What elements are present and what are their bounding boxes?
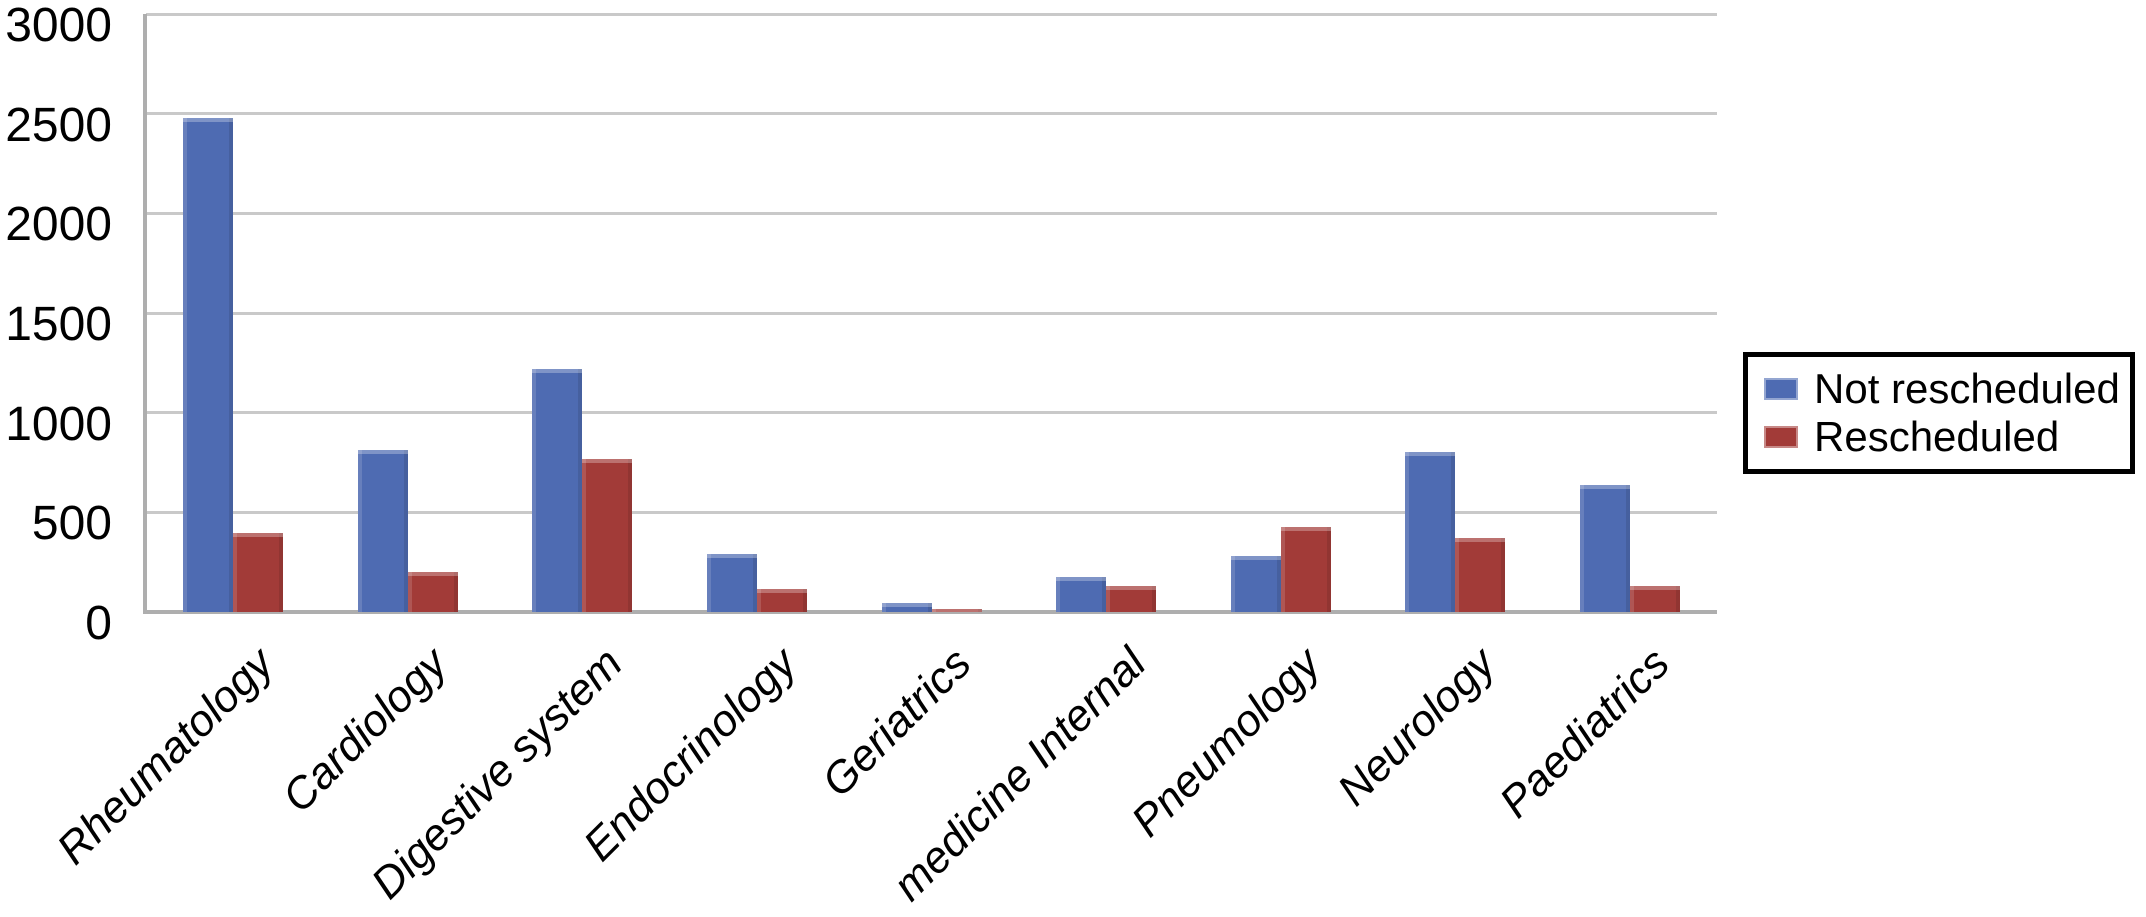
legend-row-rescheduled: Rescheduled <box>1764 413 2120 461</box>
bar-not-rescheduled-endocrinology <box>706 554 757 612</box>
y-tick-label-3000: 3000 <box>5 0 112 52</box>
x-category-label: Paediatrics <box>1490 638 1679 828</box>
gridline-2000 <box>146 211 1717 215</box>
gridline-2500 <box>146 112 1717 116</box>
bar-rescheduled-endocrinology <box>756 589 807 612</box>
gridline-1000 <box>146 411 1717 415</box>
x-category-label: Neurology <box>1327 638 1505 816</box>
bar-not-rescheduled-geriatrics <box>881 603 932 612</box>
gridline-1500 <box>146 311 1717 315</box>
bar-rescheduled-neurology <box>1455 538 1506 612</box>
bar-not-rescheduled-paediatrics <box>1579 485 1630 612</box>
bar-rescheduled-digestive-system <box>582 458 633 612</box>
bar-not-rescheduled-digestive-system <box>532 368 583 612</box>
bar-not-rescheduled-medicine-internal <box>1056 577 1107 612</box>
gridline-3000 <box>146 12 1717 16</box>
legend-label: Not rescheduled <box>1814 365 2120 412</box>
y-axis-line <box>143 14 147 614</box>
bar-rescheduled-geriatrics <box>931 609 982 612</box>
bar-not-rescheduled-cardiology <box>357 449 408 612</box>
y-tick-label-1000: 1000 <box>5 397 112 451</box>
legend-swatch-blue <box>1764 378 1798 400</box>
legend-swatch-red <box>1764 426 1798 448</box>
bar-not-rescheduled-pneumology <box>1230 556 1281 612</box>
bar-not-rescheduled-neurology <box>1405 451 1456 612</box>
y-tick-label-2000: 2000 <box>5 198 112 252</box>
gridline-0 <box>146 610 1717 614</box>
x-category-label: Rheumatology <box>47 638 283 874</box>
legend-row-not-rescheduled: Not rescheduled <box>1764 365 2120 413</box>
bar-rescheduled-pneumology <box>1280 527 1331 612</box>
y-tick-label-0: 0 <box>85 597 112 650</box>
bar-rescheduled-rheumatology <box>233 533 284 612</box>
y-tick-label-1500: 1500 <box>5 298 112 351</box>
bar-not-rescheduled-rheumatology <box>183 117 234 612</box>
x-category-label: Pneumology <box>1122 638 1330 847</box>
bar-rescheduled-medicine-internal <box>1106 586 1157 612</box>
x-category-label: Cardiology <box>273 638 458 822</box>
bar-rescheduled-paediatrics <box>1629 586 1680 612</box>
gridline-500 <box>146 510 1717 514</box>
y-tick-label-2500: 2500 <box>5 98 112 152</box>
y-tick-label-500: 500 <box>31 497 112 551</box>
bar-rescheduled-cardiology <box>407 572 458 612</box>
legend: Not rescheduled Rescheduled <box>1743 352 2135 474</box>
legend-label: Rescheduled <box>1814 413 2060 460</box>
x-category-label: Geriatrics <box>812 638 981 807</box>
